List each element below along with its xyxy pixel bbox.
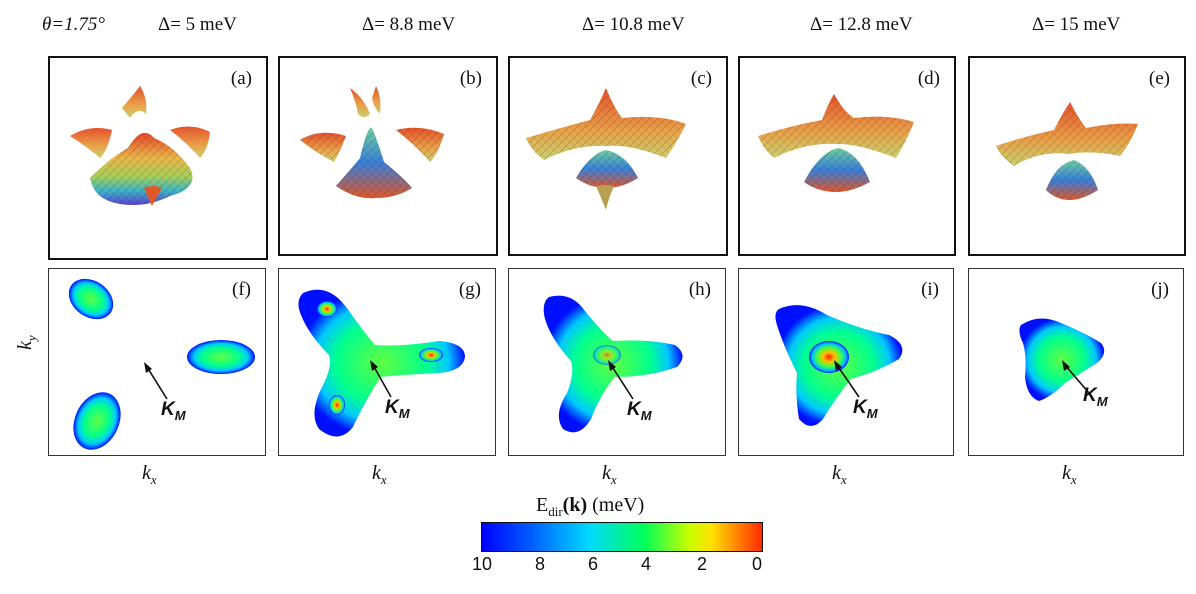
delta-header-d: Δ= 12.8 meV xyxy=(810,14,913,35)
delta-header-e: Δ= 15 meV xyxy=(1032,14,1121,35)
colorbar-title: Edir(k) (meV) xyxy=(536,494,645,519)
panel-label-g: (g) xyxy=(458,279,481,300)
km-label-f: KM xyxy=(161,399,186,423)
ky-axis-label: ky xyxy=(14,335,39,350)
panel-e: (e) xyxy=(968,56,1186,256)
surface-3d-c xyxy=(526,88,686,210)
surface-wing-right xyxy=(170,126,210,158)
panel-label-j: (j) xyxy=(1151,279,1169,300)
km-label-i: KM xyxy=(853,397,878,421)
panel-label-f: (f) xyxy=(232,279,251,300)
panel-label-b: (b) xyxy=(459,68,482,89)
pocket-right xyxy=(187,340,255,374)
colorbar-tick-8: 8 xyxy=(535,554,546,574)
panel-b: (b) xyxy=(278,56,498,256)
surface-3d-a xyxy=(70,86,210,206)
pocket-top-left xyxy=(68,278,114,320)
delta-header-c: Δ= 10.8 meV xyxy=(582,14,685,35)
km-label-g: KM xyxy=(385,397,410,421)
kx-axis-label-j: kx xyxy=(1062,462,1077,487)
pocket-bottom-left xyxy=(73,392,121,450)
kx-axis-label-f: kx xyxy=(142,462,157,487)
km-label-h: KM xyxy=(627,399,652,423)
panel-d: (d) xyxy=(738,56,956,256)
kx-axis-label-i: kx xyxy=(832,462,847,487)
kx-axis-label-h: kx xyxy=(602,462,617,487)
surface-3d-e xyxy=(996,102,1138,200)
kx-axis-label-g: kx xyxy=(372,462,387,487)
colorbar xyxy=(481,522,763,552)
contour-2d-j xyxy=(1019,318,1105,401)
contour-2d-g xyxy=(298,289,465,437)
colorbar-tick-6: 6 xyxy=(588,554,599,574)
panel-a: (a) xyxy=(48,56,268,260)
panel-i: (i) KM xyxy=(738,268,954,456)
panel-label-c: (c) xyxy=(690,68,712,89)
panel-j: (j) KM xyxy=(968,268,1184,456)
panel-label-d: (d) xyxy=(917,68,940,89)
panel-label-i: (i) xyxy=(921,279,939,300)
panel-label-a: (a) xyxy=(230,68,252,89)
colorbar-tick-10: 10 xyxy=(472,554,493,574)
panel-h: (h) KM xyxy=(508,268,726,456)
panel-f: (f) KM xyxy=(48,268,266,456)
colorbar-tick-4: 4 xyxy=(641,554,652,574)
contour-2d-f xyxy=(68,278,255,450)
surface-wing-left xyxy=(70,128,112,158)
km-label-j: KM xyxy=(1083,385,1108,409)
delta-header-a: Δ= 5 meV xyxy=(158,14,237,35)
surface-3d-d xyxy=(758,94,914,192)
colorbar-tick-2: 2 xyxy=(697,554,708,574)
km-arrow xyxy=(144,362,152,373)
delta-header-b: Δ= 8.8 meV xyxy=(362,14,456,35)
contour-2d-i xyxy=(775,305,903,426)
colorbar-tick-0: 0 xyxy=(752,554,763,574)
contour-2d-h xyxy=(543,295,683,433)
panel-g: (g) KM xyxy=(278,268,496,456)
panel-c: (c) xyxy=(508,56,728,256)
surface-3d-b xyxy=(300,86,444,199)
surface-wing-top xyxy=(122,86,147,118)
panel-label-e: (e) xyxy=(1148,68,1170,89)
theta-label: θ=1.75° xyxy=(42,14,106,35)
panel-label-h: (h) xyxy=(688,279,711,300)
